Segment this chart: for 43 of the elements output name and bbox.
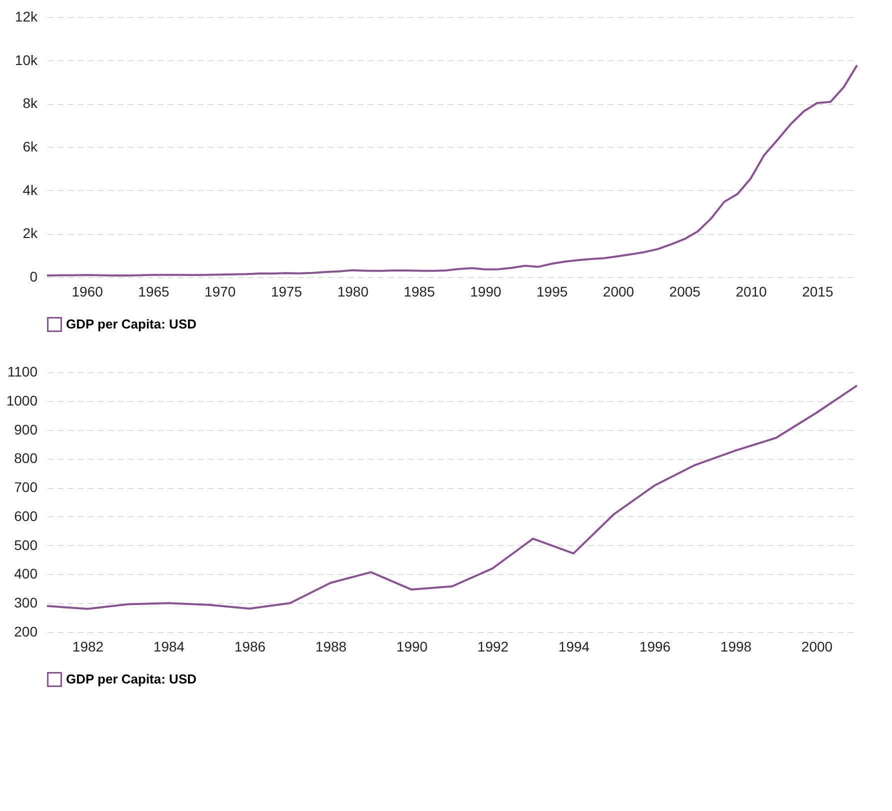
- line-series: [46, 384, 858, 610]
- x-tick-label: 1982: [72, 638, 104, 654]
- x-tick-label: 1990: [470, 284, 502, 300]
- x-tick-label: 1988: [315, 638, 347, 654]
- x-tick-label: 1998: [720, 638, 752, 654]
- x-tick-label: 1992: [477, 638, 509, 654]
- legend-label: GDP per Capita: USD: [66, 672, 197, 686]
- x-tick-label: 2015: [802, 284, 834, 300]
- x-tick-label: 1975: [270, 284, 302, 300]
- x-tick-label: 1995: [536, 284, 568, 300]
- x-tick-label: 2010: [736, 284, 768, 300]
- x-tick-label: 1965: [138, 284, 170, 300]
- x-tick-label: 1960: [72, 284, 104, 300]
- y-tick-label: 600: [14, 508, 38, 524]
- x-tick-label: 1980: [337, 284, 369, 300]
- y-tick-label: 400: [14, 566, 38, 582]
- x-tick-label: 1990: [396, 638, 428, 654]
- y-tick-label: 900: [14, 421, 38, 438]
- y-tick-label: 4k: [22, 182, 38, 198]
- y-tick-label: 1100: [7, 364, 38, 380]
- x-tick-label: 2000: [801, 638, 833, 654]
- x-tick-label: 1986: [234, 638, 266, 654]
- line-series: [46, 64, 858, 276]
- y-tick-label: 1000: [6, 392, 38, 408]
- y-tick-label: 200: [14, 624, 38, 640]
- x-tick-label: 2005: [669, 284, 701, 300]
- x-tick-label: 1996: [639, 638, 671, 654]
- y-tick-label: 10k: [14, 52, 38, 68]
- y-tick-label: 2k: [22, 225, 38, 242]
- y-tick-label: 800: [14, 450, 38, 466]
- x-tick-label: 1970: [204, 284, 236, 300]
- y-tick-label: 700: [14, 479, 38, 496]
- y-tick-label: 12k: [14, 8, 38, 24]
- y-tick-label: 8k: [22, 95, 38, 112]
- y-tick-label: 0: [30, 268, 38, 284]
- y-tick-label: 500: [14, 536, 38, 553]
- legend-label: GDP per Capita: USD: [66, 316, 197, 332]
- y-tick-label: 300: [14, 594, 38, 611]
- x-tick-label: 1984: [153, 638, 185, 654]
- y-tick-label: 6k: [22, 138, 38, 154]
- x-tick-label: 2000: [602, 284, 634, 300]
- x-tick-label: 1994: [558, 638, 590, 654]
- x-tick-label: 1985: [404, 284, 436, 300]
